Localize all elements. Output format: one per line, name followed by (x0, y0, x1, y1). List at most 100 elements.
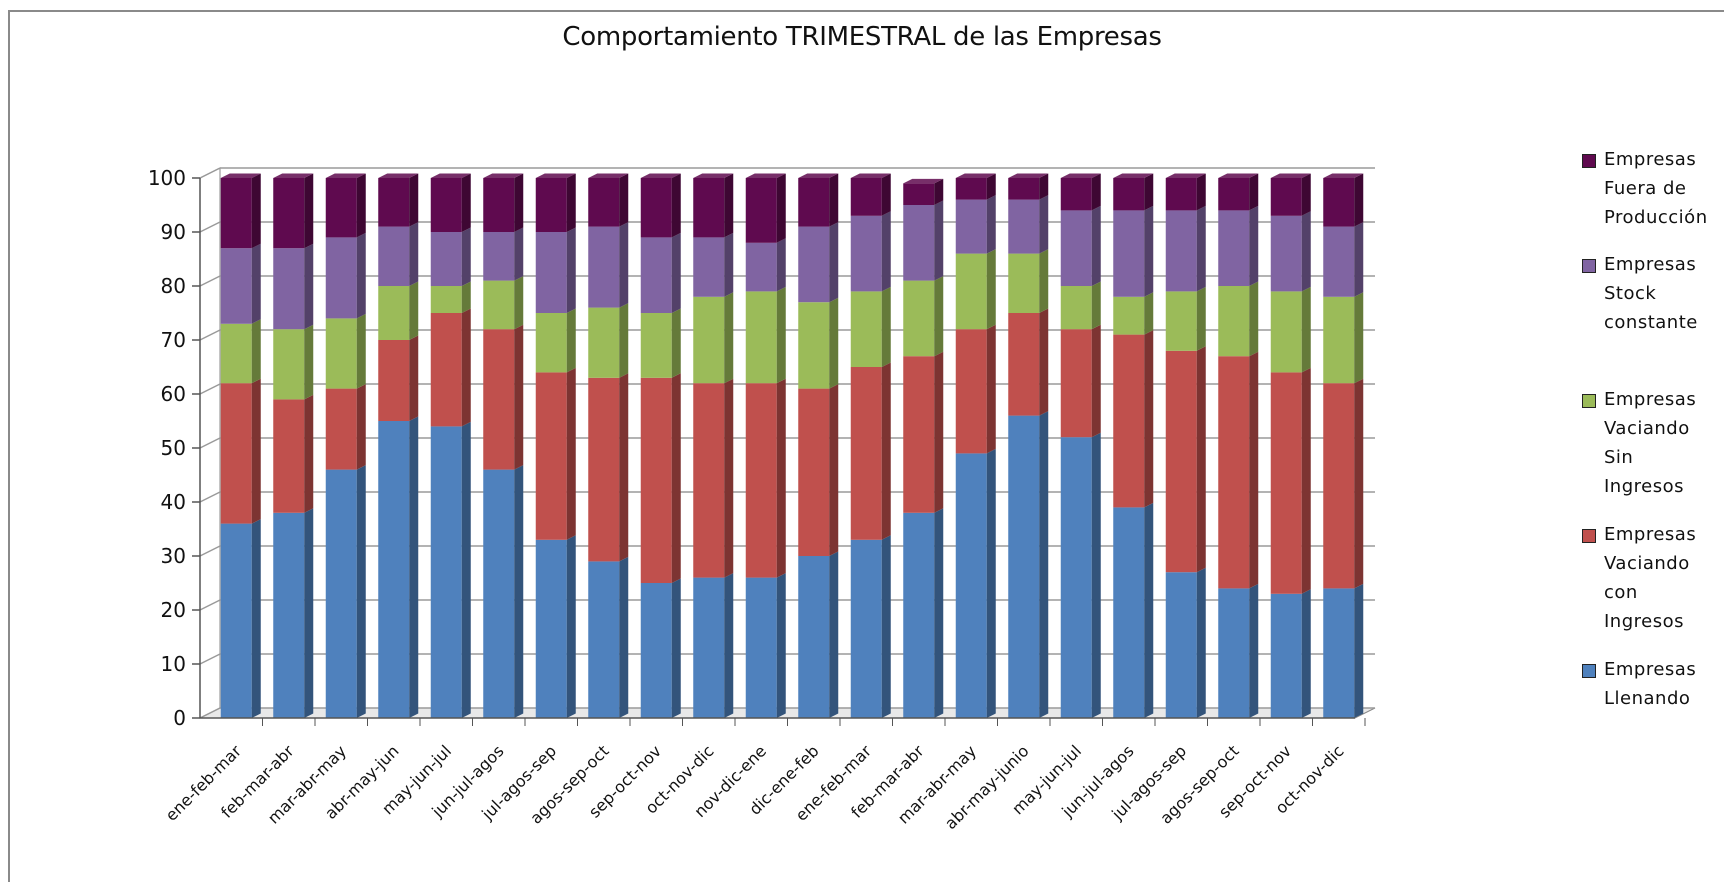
bar-side (619, 173, 629, 227)
legend-item-con-ingresos: Empresas Vaciando con Ingresos (1582, 524, 1696, 636)
bar-segment-jun-jul-agos-s1 (483, 329, 515, 470)
bar-segment-may-jun-jul-s0 (1060, 437, 1092, 718)
bar-segment-ene-feb-mar-s4 (850, 178, 882, 216)
bar-side (1354, 378, 1364, 589)
bar-segment-oct-nov-dic-s4 (693, 178, 725, 238)
bar-side (356, 313, 366, 389)
bar-segment-dic-ene-feb-s3 (798, 226, 830, 303)
y-tick-label: 40 (161, 490, 186, 514)
bar-side (1039, 173, 1049, 200)
bar-top (273, 173, 314, 178)
bar-top (1165, 173, 1206, 178)
bar-segment-abr-may-junio-s4 (1008, 178, 1040, 200)
bar-segment-nov-dic-ene-s3 (745, 242, 777, 292)
bar-segment-may-jun-jul-s4 (1060, 178, 1092, 211)
gridline-depth (199, 653, 221, 665)
bar-side (1249, 173, 1259, 211)
bar-segment-oct-nov-dic-s2 (1323, 296, 1355, 384)
bar-segment-agos-sep-oct-s3 (588, 226, 620, 308)
bar-segment-sep-oct-nov-s2 (1270, 291, 1302, 373)
bar-segment-may-jun-jul-s1 (430, 313, 462, 427)
bar-side (986, 324, 996, 454)
bar-top (1060, 173, 1101, 178)
bar-segment-jun-jul-agos-s3 (1113, 210, 1145, 297)
bar-segment-mar-abr-may-s3 (955, 199, 987, 254)
bar-segment-oct-nov-dic-s0 (693, 577, 725, 718)
bar-segment-ene-feb-mar-s0 (850, 539, 882, 718)
bar-side (619, 222, 629, 308)
bar-side (1196, 346, 1206, 573)
bar-segment-dic-ene-feb-s2 (798, 302, 830, 389)
bar-side (881, 211, 891, 292)
bar-segment-jul-agos-sep-s2 (535, 313, 567, 373)
bar-segment-agos-sep-oct-s2 (588, 307, 620, 378)
bar-side (619, 303, 629, 378)
bar-segment-jul-agos-sep-s1 (535, 372, 567, 540)
bar-top (955, 173, 996, 178)
bar-side (671, 308, 681, 378)
legend-item-llenando: Empresas Llenando (1582, 659, 1696, 713)
bar-side (934, 351, 944, 513)
y-tick-label: 10 (161, 652, 186, 676)
y-tick-label: 80 (161, 274, 186, 298)
bar-side (409, 173, 419, 227)
gridline-depth (199, 491, 221, 503)
bar-segment-jun-jul-agos-s2 (1113, 296, 1145, 335)
y-tick-label: 100 (148, 166, 186, 190)
bar-side (1144, 205, 1154, 297)
bar-side (619, 373, 629, 562)
bar-side (304, 508, 314, 718)
gridline-depth (199, 599, 221, 611)
bar-side (1091, 205, 1101, 286)
bar-side (251, 319, 261, 384)
legend-label-stock: Empresas Stock constante (1604, 254, 1698, 333)
bar-side (934, 276, 944, 357)
bar-segment-ene-feb-mar-s2 (220, 323, 252, 384)
bar-segment-sep-oct-nov-s3 (640, 237, 672, 313)
legend-swatch-sin-ingresos (1582, 394, 1596, 408)
legend-label-llenando: Empresas Llenando (1604, 659, 1697, 709)
bar-side (829, 297, 839, 389)
bar-segment-sep-oct-nov-s0 (640, 583, 672, 718)
y-tick-label: 60 (161, 382, 186, 406)
bar-segment-sep-oct-nov-s4 (1270, 178, 1302, 216)
bar-side (829, 222, 839, 303)
bar-segment-feb-mar-abr-s3 (903, 205, 935, 281)
bar-segment-dic-ene-feb-s0 (798, 556, 830, 718)
bar-segment-nov-dic-ene-s2 (745, 291, 777, 384)
bar-side (986, 249, 996, 330)
bar-side (304, 394, 314, 513)
bar-segment-agos-sep-oct-s4 (1218, 178, 1250, 211)
gridline-depth (199, 221, 221, 233)
bar-top (1218, 173, 1259, 178)
bar-segment-oct-nov-dic-s4 (1323, 178, 1355, 227)
bar-segment-feb-mar-abr-s0 (903, 512, 935, 718)
bar-side (1301, 173, 1311, 216)
bar-segment-feb-mar-abr-s1 (273, 399, 305, 513)
bar-side (1144, 502, 1154, 718)
bar-segment-abr-may-jun-s3 (378, 226, 410, 286)
bar-side (724, 573, 734, 718)
bar-segment-may-jun-jul-s4 (430, 178, 462, 232)
bar-side (986, 173, 996, 200)
bar-segment-jun-jul-agos-s1 (1113, 334, 1145, 508)
bar-side (776, 238, 786, 292)
bar-segment-abr-may-jun-s2 (378, 286, 410, 340)
bar-segment-agos-sep-oct-s1 (588, 377, 620, 562)
bar-top (745, 173, 786, 178)
bar-segment-jul-agos-sep-s4 (1165, 178, 1197, 211)
bar-side (671, 173, 681, 238)
bar-side (1196, 286, 1206, 351)
bar-segment-agos-sep-oct-s1 (1218, 356, 1250, 589)
legend-item-stock: Empresas Stock constante (1582, 254, 1698, 337)
bar-side (829, 384, 839, 556)
bar-segment-feb-mar-abr-s2 (903, 280, 935, 357)
bar-segment-dic-ene-feb-s4 (798, 178, 830, 227)
bar-side (1196, 205, 1206, 292)
bar-side (829, 173, 839, 227)
bar-top (483, 173, 524, 178)
bar-side (1196, 567, 1206, 718)
legend-swatch-con-ingresos (1582, 529, 1596, 543)
bar-side (1354, 583, 1364, 718)
legend-label-con-ingresos: Empresas Vaciando con Ingresos (1604, 524, 1697, 632)
